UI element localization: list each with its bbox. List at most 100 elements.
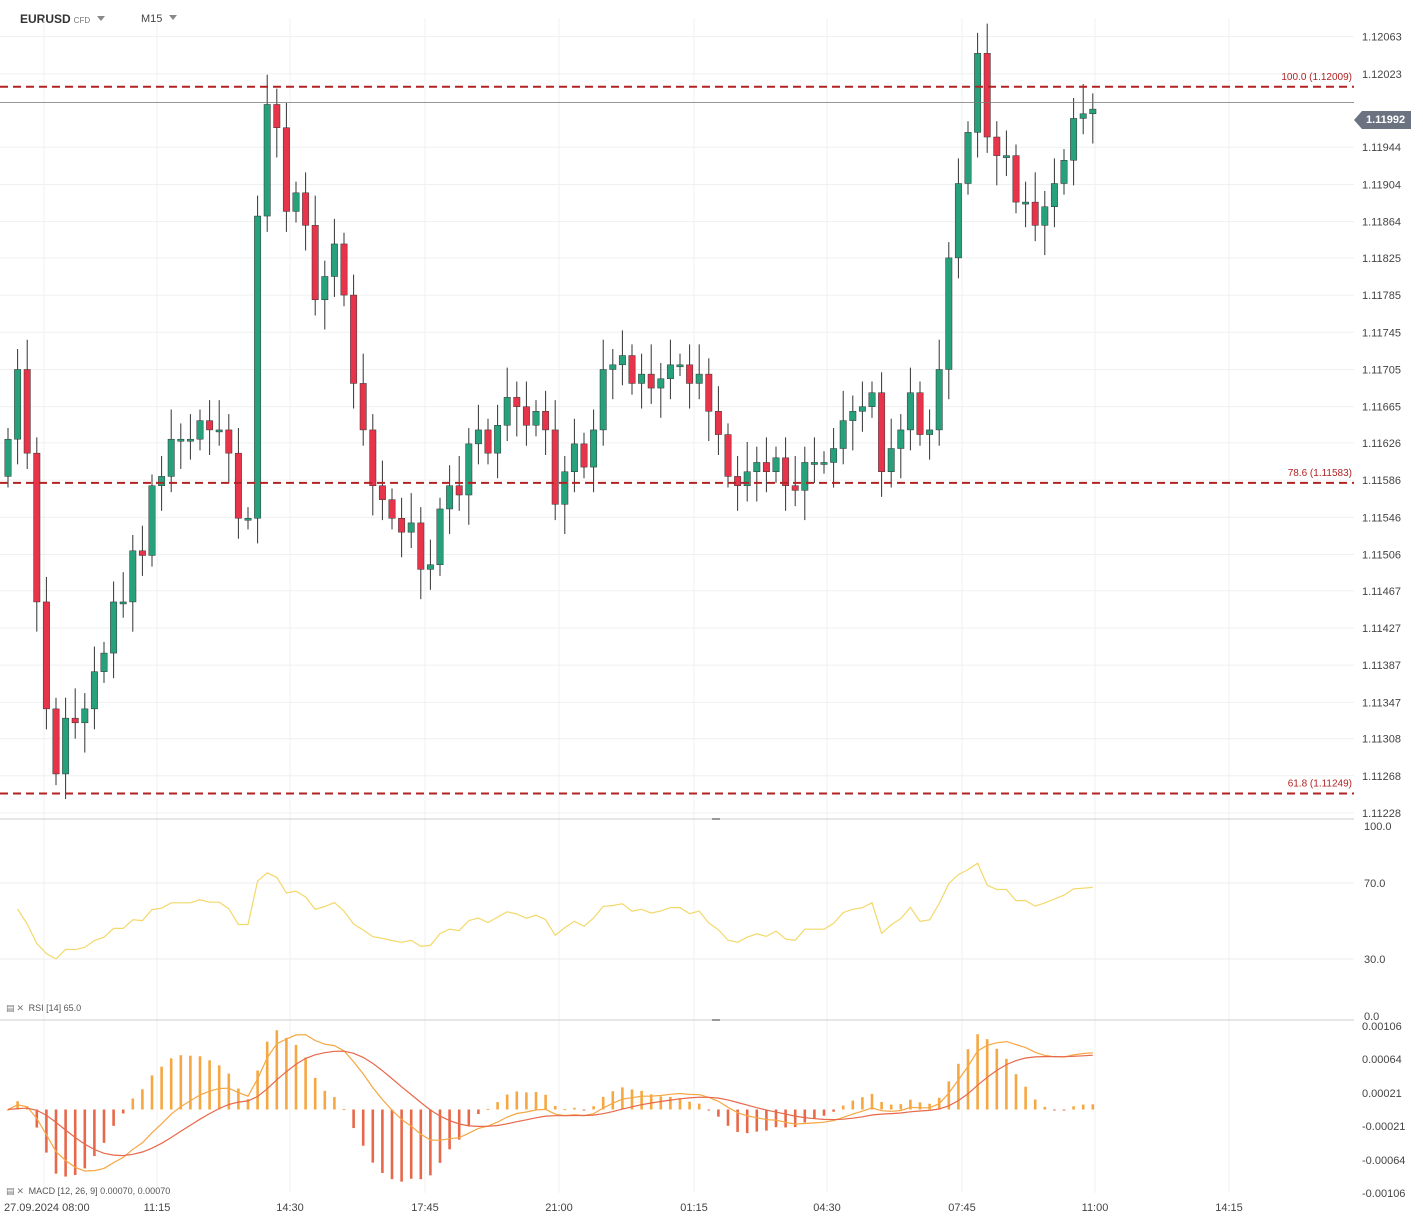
candle-body (580, 443, 588, 468)
candle-body (590, 429, 598, 468)
candle-body (513, 397, 521, 407)
candle (676, 353, 684, 376)
candle (1079, 84, 1087, 135)
chart-toolbar: EURUSD CFD M15 (0, 0, 1423, 36)
candle (772, 446, 780, 483)
rsi-legend: ▤ ✕ RSI [14] 65.0 (6, 1003, 81, 1014)
macd-histogram-bar (486, 1108, 490, 1110)
macd-histogram-bar (803, 1109, 807, 1123)
candle (263, 74, 271, 232)
macd-histogram-bar (371, 1109, 375, 1163)
macd-histogram-bar (265, 1041, 269, 1110)
candle-body (772, 457, 780, 473)
candle-body (158, 476, 166, 486)
candle-body (302, 192, 310, 226)
candle-body (71, 717, 79, 724)
chevron-down-icon (169, 15, 178, 20)
price-axis-label: 1.11864 (1362, 217, 1401, 229)
macd-histogram-bar (553, 1105, 557, 1110)
macd-histogram-bar (678, 1098, 682, 1110)
macd-histogram-bar (361, 1109, 365, 1146)
macd-histogram-bar (189, 1055, 192, 1110)
candle-body (417, 522, 425, 570)
macd-histogram-bar (342, 1108, 346, 1110)
price-axis-label: 1.11546 (1362, 512, 1401, 524)
candle (42, 576, 50, 730)
macd-name: MACD (28, 1186, 56, 1196)
candle-body (186, 438, 194, 442)
candle-body (62, 717, 70, 775)
macd-histogram-bar (793, 1109, 797, 1128)
candle-body (311, 225, 319, 300)
candle (484, 418, 492, 465)
macd-histogram-bar (131, 1098, 135, 1110)
candle-body (849, 411, 857, 421)
candle (225, 414, 233, 483)
time-axis-label: 04:30 (813, 1202, 841, 1214)
time-axis-label: 14:30 (276, 1202, 304, 1214)
price-axis-label: 1.11467 (1362, 586, 1401, 598)
macd-histogram-bar (227, 1073, 231, 1110)
close-icon[interactable]: ✕ (16, 1003, 25, 1013)
candle-body (897, 429, 905, 449)
candle-body (801, 462, 809, 491)
price-axis-label: 1.12023 (1362, 69, 1402, 81)
candle (570, 418, 578, 493)
macd-histogram-bar (93, 1109, 96, 1157)
indicator-settings-icon[interactable]: ▤ (6, 1186, 15, 1196)
indicator-settings-icon[interactable]: ▤ (6, 1003, 15, 1013)
candle-body (1022, 201, 1030, 205)
candle-body (263, 104, 271, 217)
symbol-type: CFD (73, 16, 91, 25)
macd-histogram-bar (630, 1089, 634, 1110)
candle (599, 339, 607, 446)
price-axis-label: 1.11705 (1362, 364, 1401, 376)
candle-body (1089, 108, 1097, 115)
candle (839, 390, 847, 465)
candle (638, 353, 646, 409)
close-icon[interactable]: ✕ (16, 1186, 25, 1196)
macd-histogram-bar (121, 1109, 125, 1114)
macd-histogram-bar (534, 1092, 538, 1110)
candle-body (292, 192, 300, 212)
candle-body (494, 425, 502, 454)
macd-values: 0.00070, 0.00070 (100, 1186, 171, 1196)
candle-body (935, 369, 943, 431)
candle-body (359, 383, 367, 431)
macd-histogram-bar (995, 1048, 999, 1110)
candle (330, 218, 338, 297)
candle (321, 260, 329, 330)
fib-level-label: 100.0 (1.12009) (1281, 72, 1352, 83)
macd-histogram-bar (246, 1099, 250, 1110)
macd-histogram-bar (813, 1109, 816, 1119)
candle (561, 455, 569, 535)
macd-axis-label: -0.00021 (1362, 1121, 1405, 1133)
candle-body (686, 364, 694, 384)
time-axis-label: 14:15 (1215, 1202, 1243, 1214)
candle (820, 451, 828, 474)
candle-body (465, 443, 473, 496)
candle-body (148, 485, 156, 556)
candle-body (484, 429, 492, 454)
candle (62, 697, 70, 800)
macd-histogram-bar (313, 1077, 317, 1110)
rsi-axis-label: 100.0 (1364, 821, 1392, 833)
candle (542, 390, 550, 456)
macd-histogram-bar (870, 1093, 874, 1110)
macd-histogram-bar (1014, 1074, 1018, 1110)
candle-body (33, 452, 41, 603)
price-axis-label: 1.11228 (1362, 808, 1401, 820)
macd-histogram-bar (1072, 1106, 1075, 1110)
macd-histogram-bar (275, 1030, 279, 1110)
macd-histogram-bar (448, 1109, 451, 1150)
candle (1012, 144, 1020, 214)
candle-body (215, 429, 223, 433)
macd-histogram-bar (505, 1094, 509, 1110)
candle (1089, 93, 1097, 144)
time-axis-label: 17:45 (411, 1202, 439, 1214)
macd-histogram-bar (669, 1096, 672, 1110)
macd-histogram-bar (237, 1088, 240, 1110)
candle (81, 693, 89, 753)
symbol-selector[interactable]: EURUSD CFD (20, 12, 106, 26)
